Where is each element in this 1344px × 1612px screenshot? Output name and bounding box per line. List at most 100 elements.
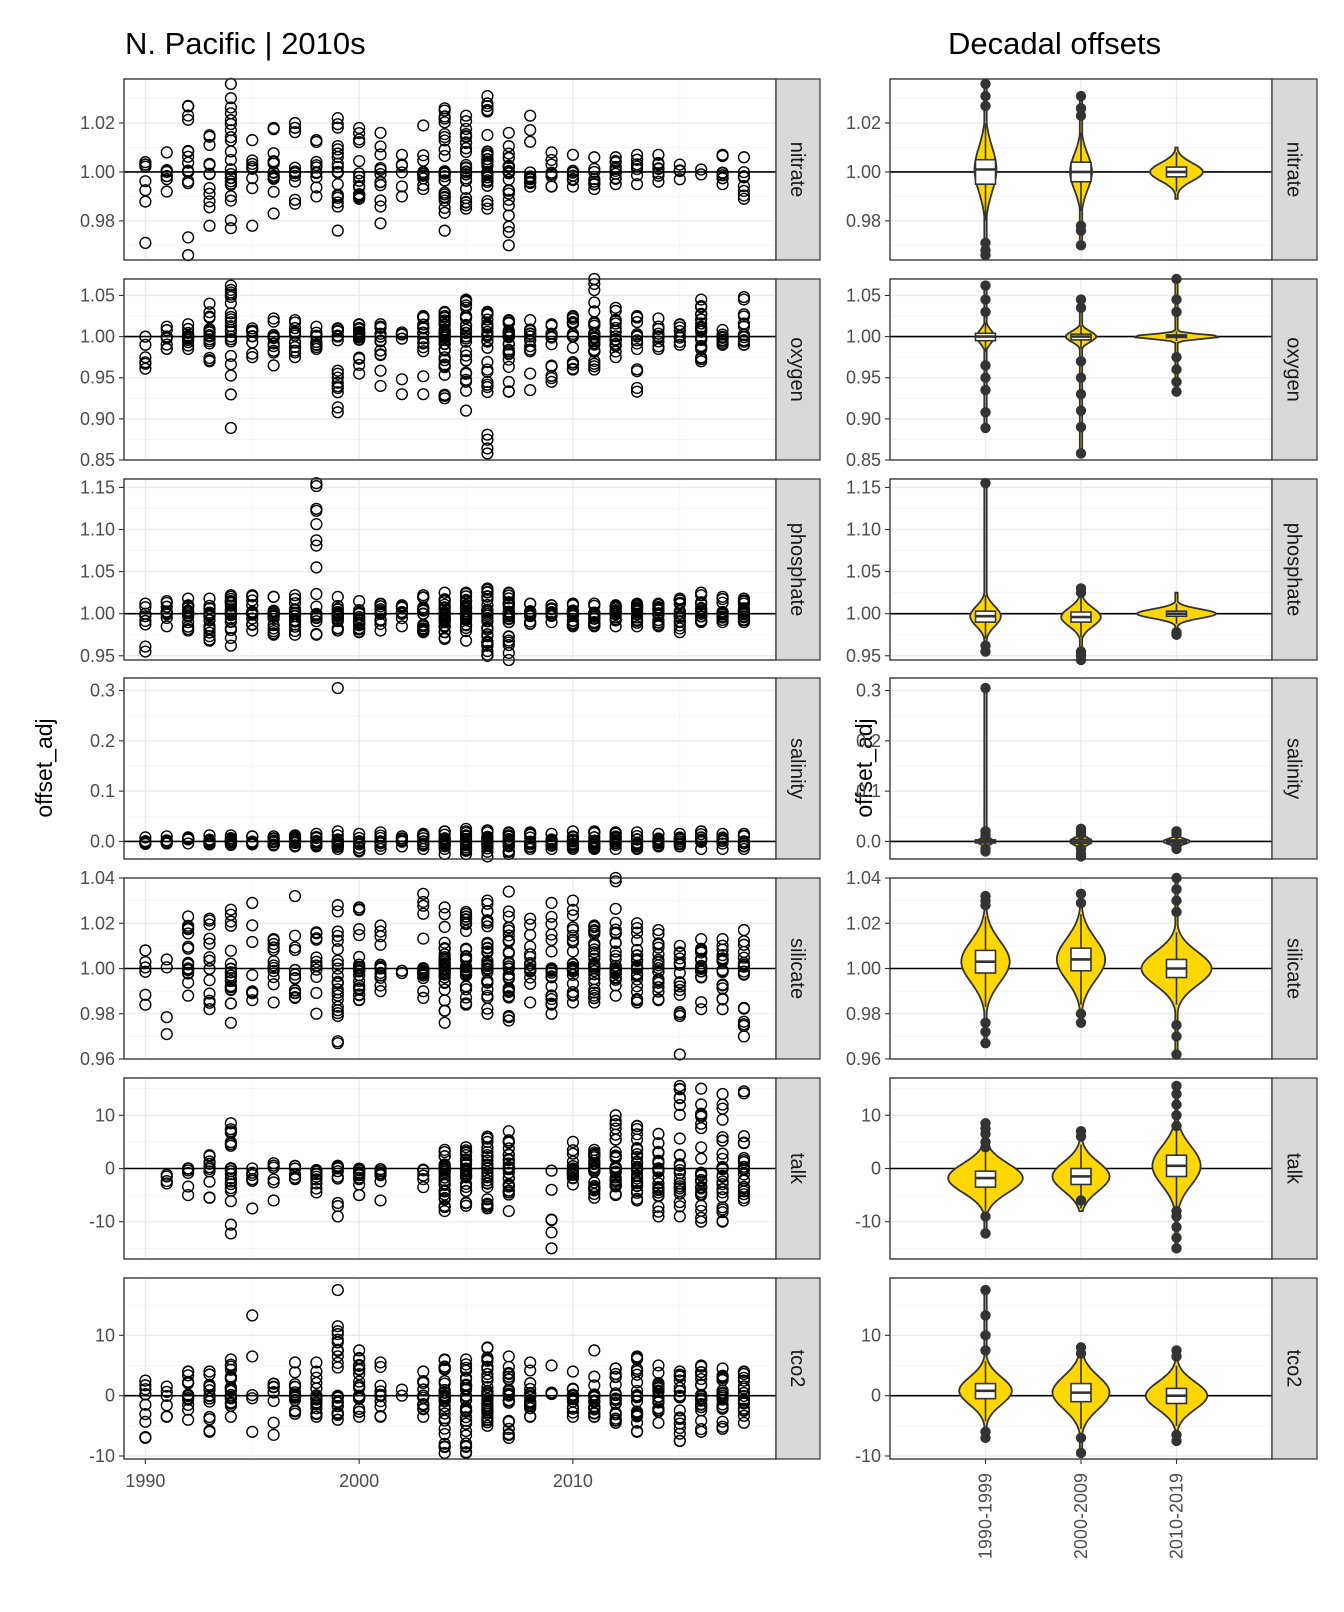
data-point [417,887,430,900]
data-point [481,334,494,347]
data-point [524,1399,537,1412]
violins-tco2 [958,1284,1209,1459]
data-point [331,322,344,336]
data-point [224,957,237,970]
data-point [481,920,494,933]
data-point [673,338,686,351]
data-point [652,834,665,847]
data-point [331,929,344,943]
data-point [737,293,751,306]
data-point [139,836,152,849]
data-point [695,1189,708,1202]
data-point [182,100,195,113]
data-point [224,134,237,147]
data-point [609,321,622,335]
data-point [224,214,237,227]
y-tick-label: 1.10 [80,520,115,540]
data-point [652,1390,665,1403]
data-point [203,324,216,337]
data-point [331,1356,344,1370]
data-point [417,332,430,345]
data-point [288,1405,302,1418]
data-point [695,1166,708,1179]
data-point [246,1309,259,1322]
data-point [545,170,558,183]
data-point [609,1362,622,1375]
data-point [716,1389,729,1402]
data-point [417,625,430,638]
data-point [224,969,237,982]
data-point [609,979,622,992]
data-point [182,1166,195,1180]
data-point [288,340,302,354]
data-point [695,605,708,619]
data-point [310,1389,323,1402]
data-point [630,342,644,356]
data-point [374,1389,387,1402]
data-point [182,1162,195,1175]
data-point [459,997,473,1010]
data-point [737,184,751,198]
data-point [695,603,708,616]
data-point [182,339,195,352]
data-point [160,1385,173,1398]
data-point [160,1389,173,1403]
data-point [417,327,430,340]
data-point [545,842,558,856]
data-point [716,605,729,619]
data-point [438,166,451,179]
data-point [160,173,173,186]
data-point [310,960,323,973]
data-point [481,1394,494,1407]
outlier-point [1171,351,1182,363]
data-point [331,143,344,156]
data-point [630,1425,644,1438]
data-point [246,987,259,1000]
data-point [224,92,237,105]
data-point [395,166,409,179]
data-point [417,1181,430,1194]
data-point [588,1187,601,1201]
data-point [139,1415,152,1428]
data-point [630,1368,644,1381]
data-point [481,590,494,603]
facet-strip [1271,1077,1318,1260]
data-point [524,831,537,844]
data-point [566,1365,580,1378]
data-point [502,826,515,839]
data-point [331,1009,344,1023]
data-point [609,620,622,633]
data-point [267,934,280,947]
data-point [374,148,387,161]
violins-phosphate [969,478,1218,666]
outlier-point [1171,376,1182,388]
data-point [609,171,622,185]
data-point [459,174,473,187]
data-point [630,1172,644,1185]
data-point [160,170,173,183]
data-point [353,1410,366,1423]
data-point [438,1171,451,1184]
data-point [673,1132,686,1145]
data-point [459,1393,473,1406]
data-point [267,996,280,1009]
data-point [438,324,451,338]
facet-strip-label: silicate [1283,938,1305,999]
data-point [310,963,323,976]
data-point [374,938,387,951]
y-tick-label: 0.95 [846,646,881,666]
data-point [374,960,387,973]
data-point [502,166,515,179]
data-point [331,147,344,160]
data-point [459,1364,473,1377]
data-point [524,610,537,623]
data-point [139,1388,152,1401]
data-point [566,833,580,846]
data-point [417,1402,430,1415]
data-point [609,949,622,962]
data-point [246,599,259,612]
data-point [524,1382,537,1396]
data-point [695,308,708,321]
data-point [630,992,644,1006]
outlier-point [980,294,991,305]
